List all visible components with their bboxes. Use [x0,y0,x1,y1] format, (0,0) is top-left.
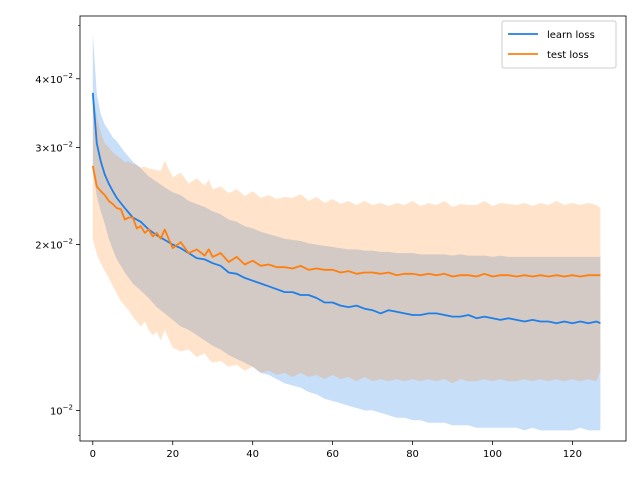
x-tick-label: 80 [406,449,419,460]
legend-box [501,20,617,69]
plot-frame [79,15,627,442]
x-tick-label: 100 [483,449,502,460]
x-tick-label: 0 [90,449,96,460]
x-tick-label: 60 [326,449,339,460]
legend: learn loss test loss [501,20,617,69]
band-learn-loss [92,32,601,431]
y-tick-label: 2×10−2 [35,238,73,252]
x-tick-label: 20 [166,449,179,460]
y-tick-label: 10−2 [50,403,73,417]
x-tick-label: 120 [563,449,582,460]
legend-label-learn-loss: learn loss [547,30,595,41]
y-tick-label: 4×10−2 [35,72,73,86]
legend-label-test-loss: test loss [547,50,589,61]
x-tick-label: 40 [246,449,259,460]
y-tick-label: 3×10−2 [35,141,73,155]
line-test-loss [91,165,601,278]
confidence-bands [92,32,601,431]
band-test-loss [92,91,601,384]
x-axis-ticks: 0 20 40 60 80 100 120 [90,441,582,460]
y-axis-ticks: 10−2 2×10−2 3×10−2 4×10−2 [35,25,80,436]
series-lines [91,92,601,325]
